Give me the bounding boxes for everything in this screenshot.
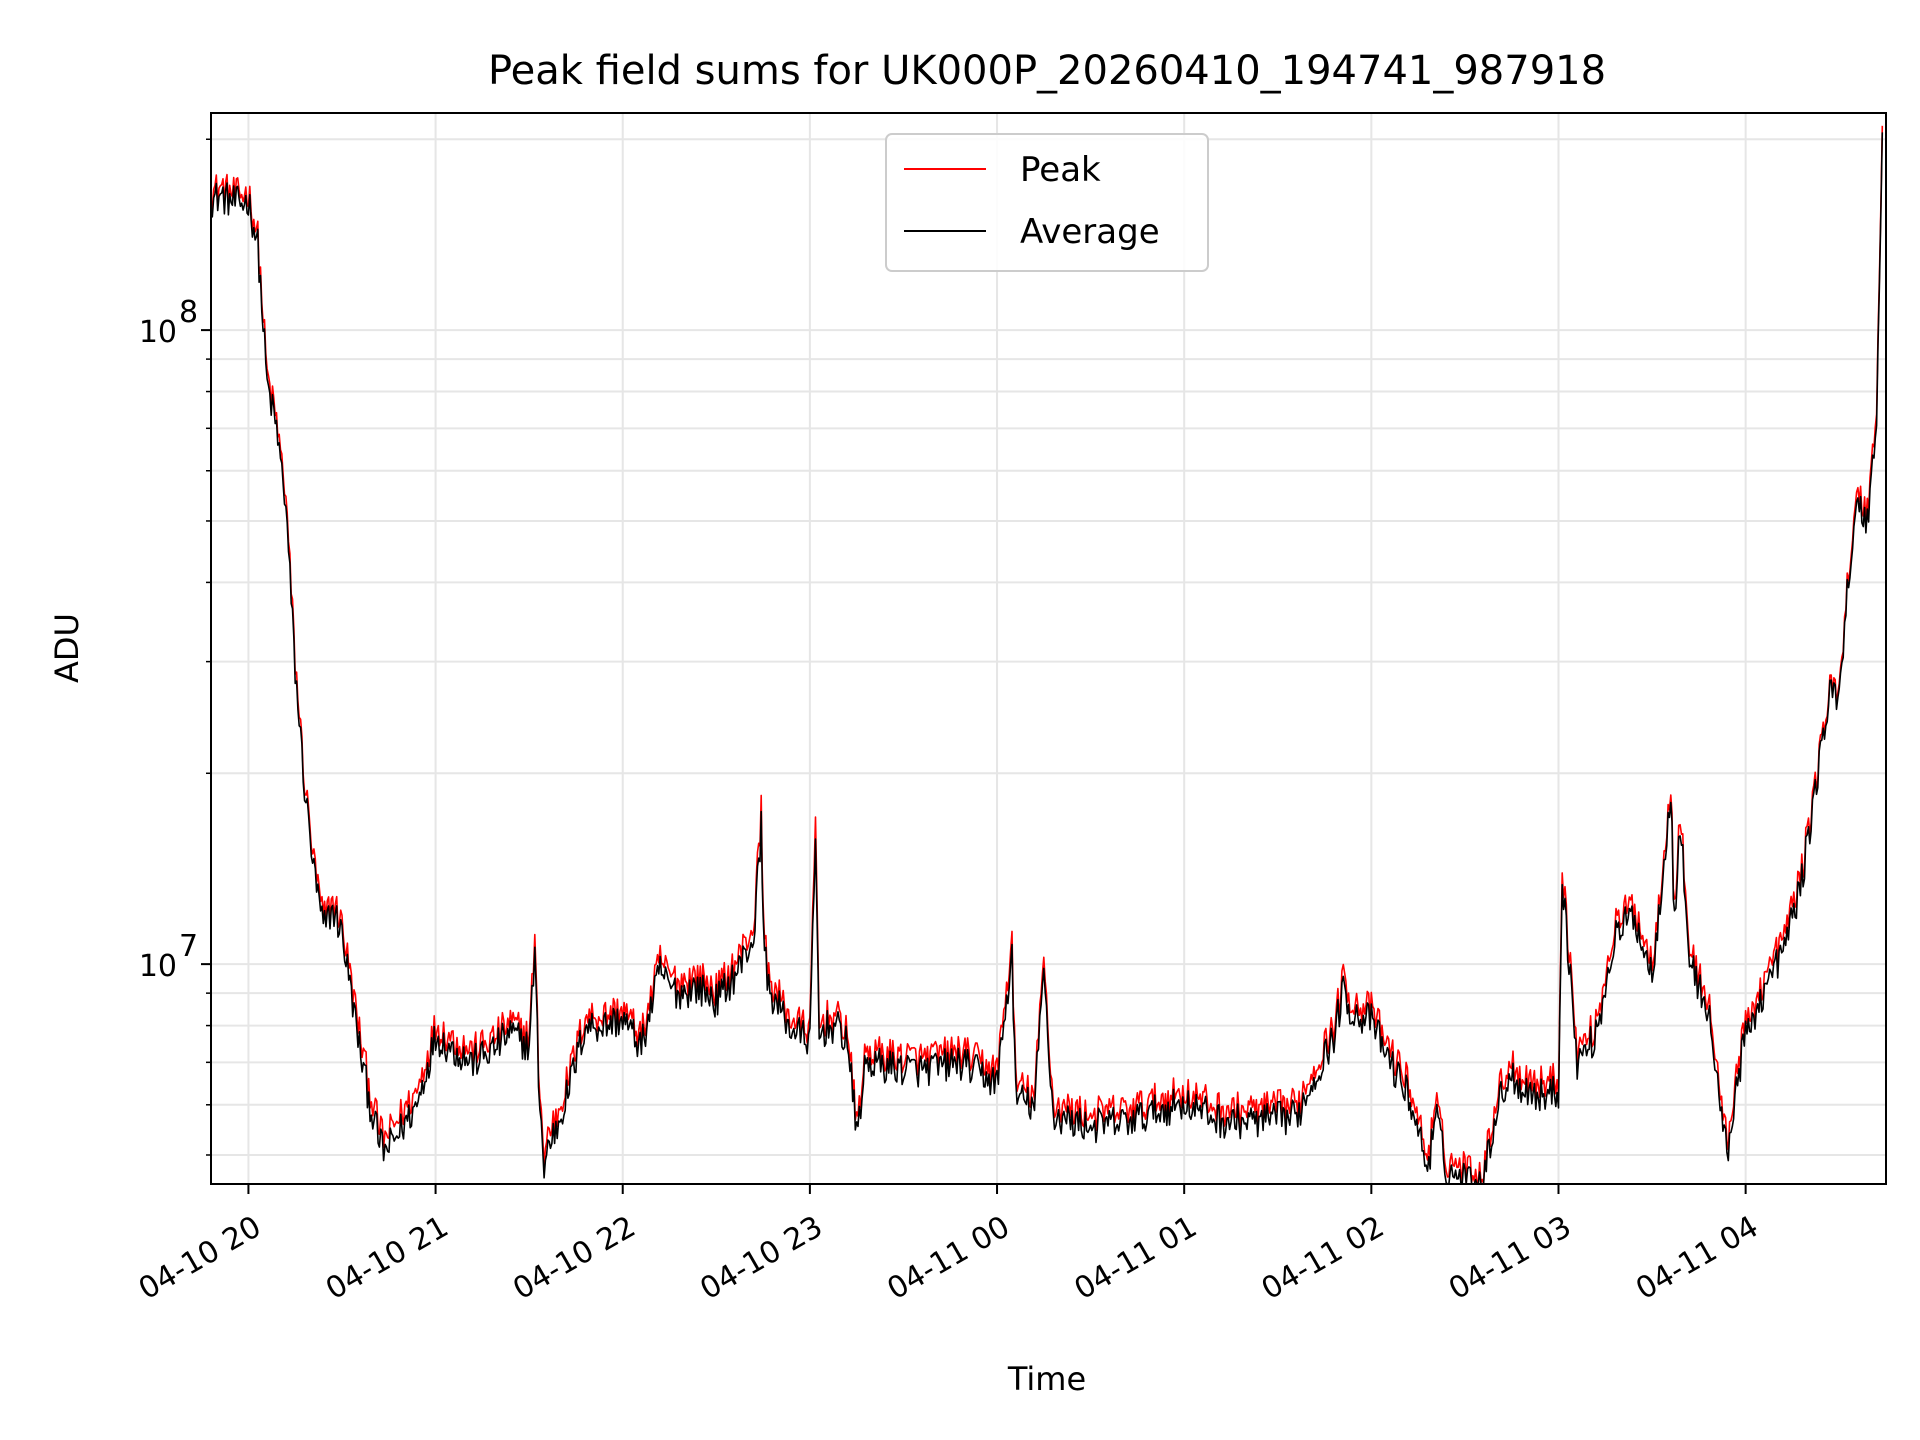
legend-label-peak: Peak — [1020, 150, 1101, 190]
plot-frame — [210, 112, 1887, 1185]
x-axis-label: Time — [1007, 1360, 1086, 1398]
y-tick-label: 10 — [139, 315, 177, 350]
legend-label-average: Average — [1020, 212, 1160, 252]
grid-lines — [211, 113, 1886, 1184]
chart-title: Peak field sums for UK000P_20260410_1947… — [488, 48, 1606, 94]
y-tick-exponent: 8 — [179, 295, 198, 330]
series-line-peak — [210, 125, 1884, 1185]
y-axis-label: ADU — [48, 613, 86, 683]
y-tick-exponent: 7 — [179, 929, 198, 964]
y-tick-label: 10 — [139, 949, 177, 984]
legend: Peak Average — [885, 133, 1209, 272]
series-line-average — [210, 132, 1884, 1185]
data-series — [210, 125, 1884, 1185]
